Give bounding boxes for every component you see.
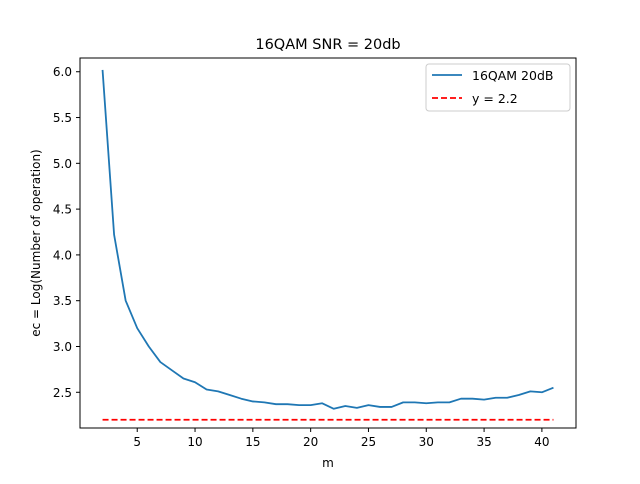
x-tick-label: 10 <box>187 435 202 449</box>
plot-frame <box>79 57 577 429</box>
series-line-1 <box>101 69 554 410</box>
y-axis-label: ec = Log(Number of operation) <box>29 149 43 336</box>
x-tick-label: 30 <box>419 435 434 449</box>
x-axis-label: m <box>322 456 334 470</box>
y-tick-label: 3.5 <box>53 294 72 308</box>
x-tick-label: 20 <box>303 435 318 449</box>
y-tick-label: 5.0 <box>53 157 72 171</box>
legend-label-series-1: 16QAM 20dB <box>472 68 553 83</box>
y-tick-label: 4.5 <box>53 203 72 217</box>
x-tick-label: 40 <box>534 435 549 449</box>
y-tick-label: 3.0 <box>53 340 72 354</box>
x-tick-label: 25 <box>361 435 376 449</box>
series-layer <box>101 69 554 421</box>
chart-title: 16QAM SNR = 20db <box>255 37 400 53</box>
plot-area <box>80 58 576 428</box>
y-axis: 2.5 3.0 3.5 4.0 4.5 5.0 5.5 6.0 <box>53 65 80 400</box>
y-tick-label: 5.5 <box>53 111 72 125</box>
x-tick-label: 5 <box>133 435 141 449</box>
legend: 16QAM 20dB y = 2.2 <box>425 63 571 112</box>
y-tick-label: 6.0 <box>53 65 72 79</box>
x-tick-label: 35 <box>476 435 491 449</box>
y-tick-label: 2.5 <box>53 386 72 400</box>
x-axis: 5 10 15 20 25 30 35 40 <box>133 428 550 449</box>
x-tick-label: 15 <box>245 435 260 449</box>
y-tick-label: 4.0 <box>53 248 72 262</box>
legend-label-series-2: y = 2.2 <box>472 91 518 106</box>
